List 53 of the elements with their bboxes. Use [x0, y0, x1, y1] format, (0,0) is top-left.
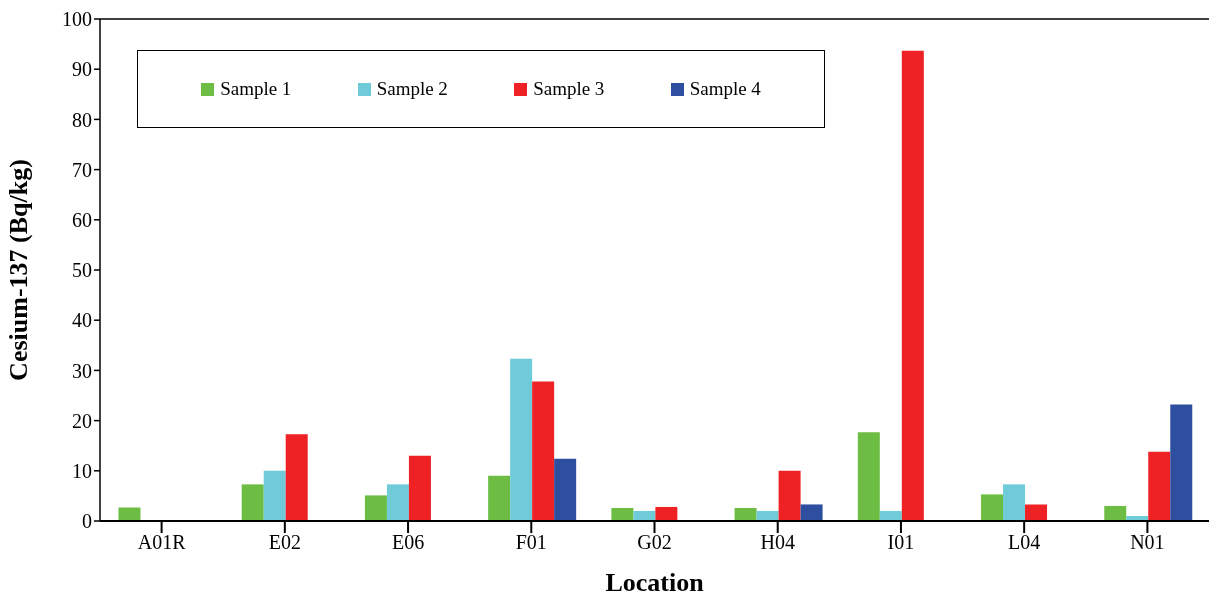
bar	[734, 507, 757, 521]
legend-label: Sample 2	[376, 78, 448, 100]
y-tick-label: 30	[72, 359, 92, 382]
y-tick-label: 0	[82, 510, 92, 533]
x-tick-label: F01	[515, 531, 547, 554]
y-axis-title: Cesium-137 (Bq/kg)	[4, 159, 34, 381]
bar	[263, 470, 286, 521]
y-tick-label: 50	[72, 259, 92, 282]
y-tick-label: 100	[62, 8, 92, 31]
y-tick-label: 20	[72, 409, 92, 432]
y-tick-label: 70	[72, 158, 92, 181]
bar	[364, 495, 387, 521]
bar	[981, 494, 1004, 521]
y-tick-label: 40	[72, 309, 92, 332]
bar	[857, 432, 880, 521]
x-tick-label: N01	[1130, 531, 1165, 554]
bar	[285, 434, 308, 521]
y-tick-label: 10	[72, 459, 92, 482]
bar	[532, 381, 555, 521]
bar	[611, 507, 634, 521]
bar	[488, 475, 511, 521]
bar	[879, 510, 902, 521]
bar	[241, 484, 264, 521]
legend-label: Sample 4	[689, 78, 761, 100]
bar	[1025, 504, 1048, 521]
legend-label: Sample 1	[220, 78, 292, 100]
x-tick-label: A01R	[137, 531, 187, 554]
x-tick-label: L04	[1008, 531, 1041, 554]
bar	[800, 504, 823, 521]
bar	[756, 510, 779, 521]
x-tick-label: I01	[887, 531, 915, 554]
bar	[386, 484, 409, 521]
bar	[778, 470, 801, 521]
y-tick-label: 90	[72, 58, 92, 81]
bar	[554, 458, 577, 521]
bar	[408, 455, 431, 521]
bar	[633, 510, 656, 521]
bar	[1003, 484, 1026, 521]
bar	[1170, 404, 1193, 521]
x-axis-title: Location	[605, 568, 705, 597]
bar	[118, 507, 141, 521]
x-tick-label: G02	[637, 531, 672, 554]
y-tick-label: 60	[72, 208, 92, 231]
bar	[510, 358, 533, 521]
bar	[655, 506, 678, 521]
bar	[1148, 451, 1171, 521]
legend-label: Sample 3	[533, 78, 605, 100]
x-tick-label: E06	[391, 531, 425, 554]
y-tick-label: 80	[72, 108, 92, 131]
bar	[901, 50, 924, 521]
x-tick-label: H04	[760, 531, 795, 554]
bar	[1104, 505, 1127, 521]
x-tick-label: E02	[268, 531, 301, 554]
